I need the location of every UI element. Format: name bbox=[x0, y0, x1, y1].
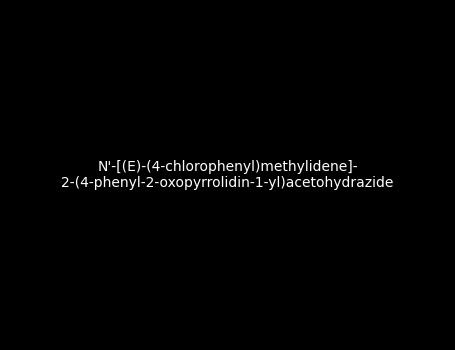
Text: N'-[(E)-(4-chlorophenyl)methylidene]-
2-(4-phenyl-2-oxopyrrolidin-1-yl)acetohydr: N'-[(E)-(4-chlorophenyl)methylidene]- 2-… bbox=[61, 160, 394, 190]
